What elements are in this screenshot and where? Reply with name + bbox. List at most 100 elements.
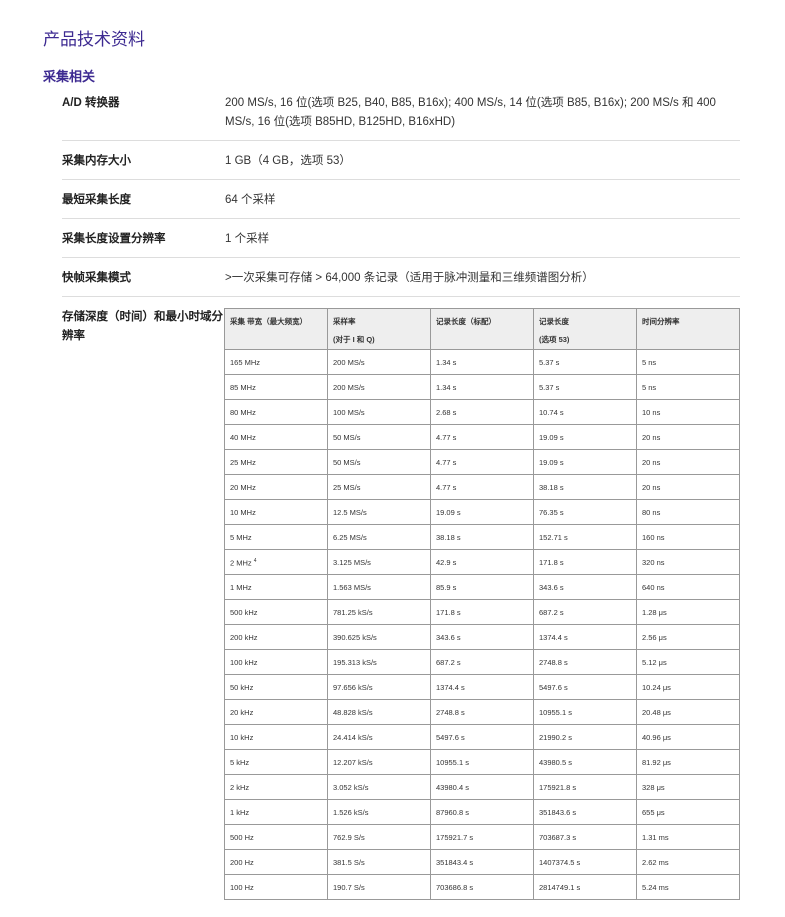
table-row: 100 kHz 195.313 kS/s 687.2 s 2748.8 s 5.12 μ… xyxy=(224,649,740,675)
table-cell: 1374.4 s xyxy=(430,674,534,700)
cell-text: 171.8 s xyxy=(436,607,461,617)
cell-text: 1.31 ms xyxy=(642,832,669,842)
table-cell: 20 ns xyxy=(636,449,740,475)
cell-text: 2814749.1 s xyxy=(539,882,581,892)
cell-text: 2 kHz xyxy=(230,782,250,792)
table-cell: 200 MS/s xyxy=(327,374,431,400)
table-row: 1 kHz 1.526 kS/s 87960.8 s 351843.6 s 655 μs xyxy=(224,799,740,825)
column-header-text: 采集 带宽（最大频宽） xyxy=(230,317,308,326)
table-cell: 1374.4 s xyxy=(533,624,637,650)
table-cell: 343.6 s xyxy=(430,624,534,650)
cell-text: 1.563 MS/s xyxy=(333,582,371,592)
cell-text: 5 MHz xyxy=(230,532,252,542)
cell-text: 320 ns xyxy=(642,557,665,567)
table-cell: 4.77 s xyxy=(430,474,534,500)
table-cell: 21990.2 s xyxy=(533,724,637,750)
column-header-text: 采样率 xyxy=(333,317,356,326)
table-cell: 2.56 μs xyxy=(636,624,740,650)
table-cell: 171.8 s xyxy=(533,549,637,575)
cell-text: 3.125 MS/s xyxy=(333,557,371,567)
cell-text: 1.526 kS/s xyxy=(333,807,369,817)
cell-text: 152.71 s xyxy=(539,532,568,542)
table-cell: 655 μs xyxy=(636,799,740,825)
spec-row: A/D 转换器 200 MS/s, 16 位(选项 B25, B40, B85, … xyxy=(62,92,740,141)
cell-text: 19.09 s xyxy=(539,432,564,442)
cell-text: 200 Hz xyxy=(230,857,254,867)
table-cell: 100 kHz xyxy=(224,649,328,675)
table-row: 200 kHz 390.625 kS/s 343.6 s 1374.4 s 2.56 μ… xyxy=(224,624,740,650)
cell-text: 10955.1 s xyxy=(539,707,572,717)
table-cell: 160 ns xyxy=(636,524,740,550)
table-row: 80 MHz 100 MS/s 2.68 s 10.74 s 10 ns xyxy=(224,399,740,425)
column-header-text: (对于 I 和 Q) xyxy=(333,335,375,344)
table-cell: 5497.6 s xyxy=(533,674,637,700)
table-cell: 20 MHz xyxy=(224,474,328,500)
storage-depth-table: 采集 带宽（最大频宽） 采样率 (对于 I 和 Q) 记录长度（标配） 记录长度 (选项 … xyxy=(224,308,740,900)
cell-text: 5.37 s xyxy=(539,357,560,367)
cell-text: 6.25 MS/s xyxy=(333,532,367,542)
table-row: 50 kHz 97.656 kS/s 1374.4 s 5497.6 s 10.24 μ… xyxy=(224,674,740,700)
cell-text: 12.207 kS/s xyxy=(333,757,373,767)
cell-text: 1 kHz xyxy=(230,807,250,817)
spec-label: 采集长度设置分辨率 xyxy=(62,233,166,245)
column-header-text: 记录长度（标配） xyxy=(436,317,496,326)
spec-row: 采集长度设置分辨率 1 个采样 xyxy=(62,228,740,258)
spec-row: 快帧采集模式 >一次采集可存储 > 64,000 条记录（适用于脉冲测量和三维频谱… xyxy=(62,267,740,297)
table-cell: 10 kHz xyxy=(224,724,328,750)
column-header: 时间分辨率 xyxy=(636,308,740,350)
cell-text: 5497.6 s xyxy=(436,732,465,742)
table-row: 500 Hz 762.9 S/s 175921.7 s 703687.3 s 1.31 … xyxy=(224,824,740,850)
page-title: 产品技术资料 xyxy=(43,30,145,49)
cell-text: 500 kHz xyxy=(230,607,258,617)
cell-text: 12.5 MS/s xyxy=(333,507,367,517)
cell-text: 351843.4 s xyxy=(436,857,474,867)
table-cell: 38.18 s xyxy=(430,524,534,550)
table-cell: 40 MHz xyxy=(224,424,328,450)
cell-text: 762.9 S/s xyxy=(333,832,365,842)
table-row: 500 kHz 781.25 kS/s 171.8 s 687.2 s 1.28 μs xyxy=(224,599,740,625)
cell-text: 1.34 s xyxy=(436,382,457,392)
column-header-text: 记录长度 xyxy=(539,317,569,326)
table-cell: 1.28 μs xyxy=(636,599,740,625)
cell-text: 687.2 s xyxy=(436,657,461,667)
cell-text: 20.48 μs xyxy=(642,707,671,717)
table-cell: 80 MHz xyxy=(224,399,328,425)
table-cell: 5 MHz xyxy=(224,524,328,550)
cell-text: 50 kHz xyxy=(230,682,254,692)
cell-text: 25 MS/s xyxy=(333,482,361,492)
cell-text: 2 MHz xyxy=(230,558,252,568)
cell-text: 195.313 kS/s xyxy=(333,657,377,667)
cell-text: 81.92 μs xyxy=(642,757,671,767)
cell-text: 390.625 kS/s xyxy=(333,632,377,642)
table-cell: 343.6 s xyxy=(533,574,637,600)
table-cell: 42.9 s xyxy=(430,549,534,575)
table-cell: 85.9 s xyxy=(430,574,534,600)
table-cell: 48.828 kS/s xyxy=(327,699,431,725)
table-cell: 328 μs xyxy=(636,774,740,800)
table-cell: 200 MS/s xyxy=(327,349,431,375)
table-cell: 50 MS/s xyxy=(327,449,431,475)
cell-text: 655 μs xyxy=(642,807,665,817)
table-cell: 5.12 μs xyxy=(636,649,740,675)
cell-text: 4.77 s xyxy=(436,482,457,492)
cell-text: 781.25 kS/s xyxy=(333,607,373,617)
column-header-text: (选项 53) xyxy=(539,335,570,344)
table-cell: 50 MS/s xyxy=(327,424,431,450)
cell-text: 1374.4 s xyxy=(539,632,568,642)
cell-text: 640 ns xyxy=(642,582,665,592)
table-cell: 687.2 s xyxy=(533,599,637,625)
cell-text: 10.24 μs xyxy=(642,682,671,692)
cell-text: 43980.5 s xyxy=(539,757,572,767)
cell-text: 1374.4 s xyxy=(436,682,465,692)
cell-text: 5497.6 s xyxy=(539,682,568,692)
cell-text: 2.68 s xyxy=(436,407,457,417)
table-row: 2 MHz 4 3.125 MS/s 42.9 s 171.8 s 320 ns xyxy=(224,549,740,575)
column-header: 记录长度 (选项 53) xyxy=(533,308,637,350)
cell-text: 19.09 s xyxy=(436,507,461,517)
table-cell: 190.7 S/s xyxy=(327,874,431,900)
cell-text: 190.7 S/s xyxy=(333,882,365,892)
cell-text: 100 kHz xyxy=(230,657,258,667)
cell-text: 10 MHz xyxy=(230,507,256,517)
table-row: 2 kHz 3.052 kS/s 43980.4 s 175921.8 s 328 μs xyxy=(224,774,740,800)
cell-text: 4.77 s xyxy=(436,457,457,467)
